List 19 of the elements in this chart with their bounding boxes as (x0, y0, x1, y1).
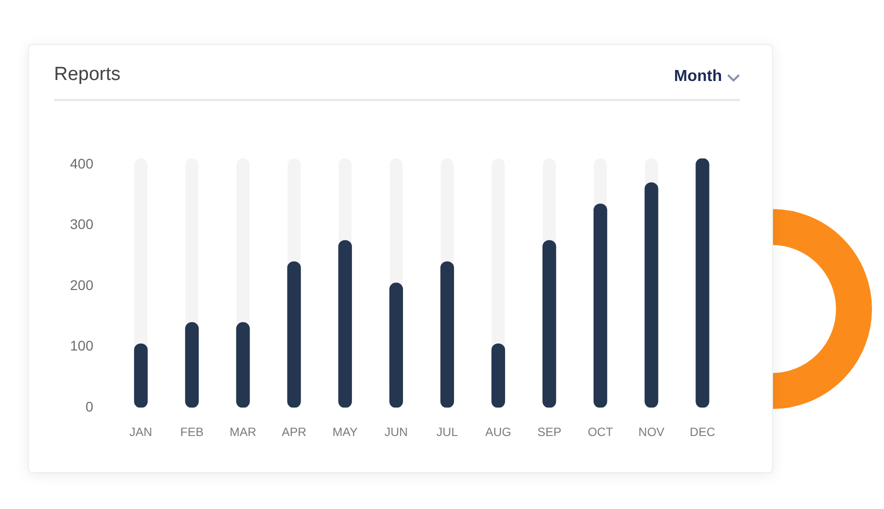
y-tick-label: 100 (70, 338, 94, 354)
x-tick-label: JUN (384, 425, 408, 440)
x-tick-label: JAN (130, 425, 152, 440)
x-tick-label: MAY (332, 425, 358, 440)
x-tick-label: FEB (180, 425, 204, 440)
y-tick-label: 200 (70, 276, 94, 293)
text: Month (674, 68, 722, 86)
x-tick-label: NOV (638, 425, 664, 440)
x-tick-label: DEC (690, 425, 716, 440)
chart-title: Reports (54, 64, 121, 86)
y-tick-label: 0 (86, 398, 94, 414)
y-tick-label: 300 (70, 216, 94, 232)
y-tick-label: 400 (70, 155, 94, 172)
x-tick-label: APR (282, 425, 307, 440)
x-tick-label: SEP (537, 425, 562, 440)
x-tick-label: AUG (485, 425, 512, 440)
x-tick-label: OCT (588, 425, 614, 440)
x-tick-label: MAR (230, 425, 257, 440)
x-tick-label: JUL (436, 425, 458, 440)
